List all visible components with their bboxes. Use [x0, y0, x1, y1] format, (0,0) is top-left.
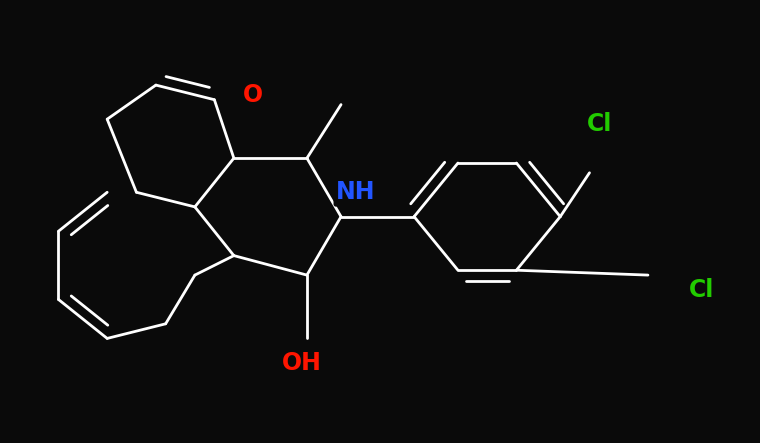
Text: Cl: Cl: [689, 278, 714, 302]
Text: OH: OH: [282, 351, 322, 375]
Text: O: O: [243, 83, 264, 107]
Text: Cl: Cl: [587, 112, 612, 136]
Text: NH: NH: [336, 180, 375, 204]
